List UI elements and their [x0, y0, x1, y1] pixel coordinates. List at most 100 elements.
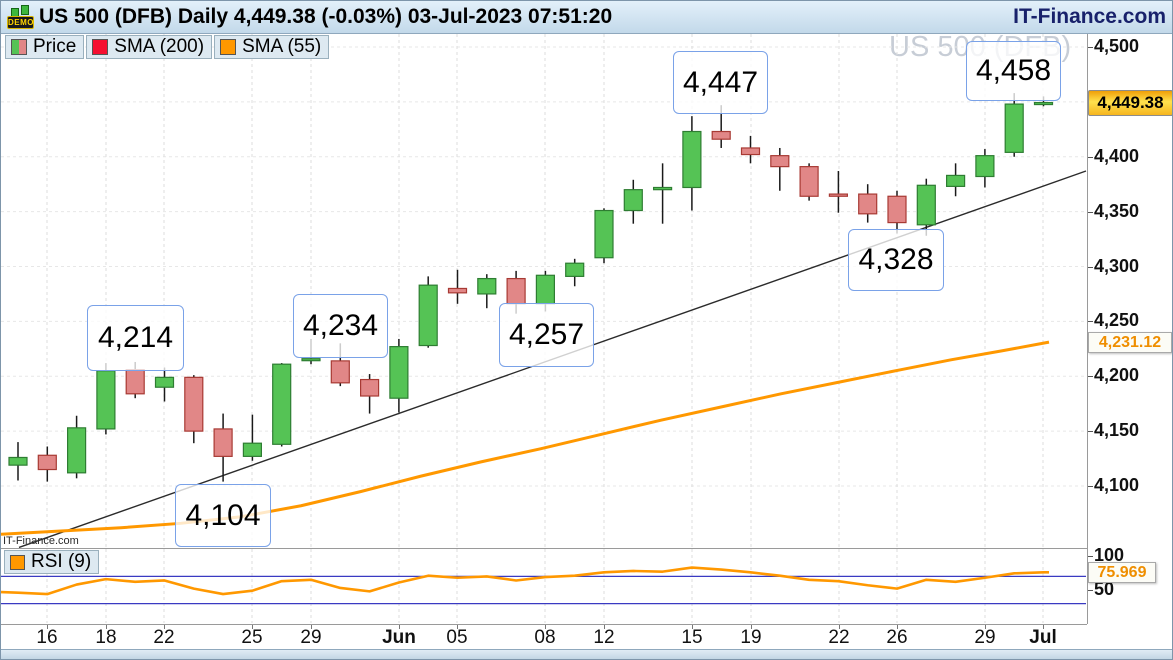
- candle-down: [360, 378, 380, 397]
- candle-down: [858, 193, 878, 215]
- price-axis-label: 4,250: [1094, 310, 1140, 331]
- candle-up: [652, 186, 673, 191]
- price-annotation[interactable]: 4,257: [499, 303, 594, 367]
- candle-up: [8, 456, 28, 466]
- candle-up: [96, 370, 116, 430]
- candle-down: [770, 155, 790, 168]
- axis-tick: [252, 624, 253, 629]
- legend-label: Price: [33, 36, 77, 57]
- axis-tick: [604, 624, 605, 629]
- price-annotation[interactable]: 4,214: [87, 305, 184, 371]
- price-annotation[interactable]: 4,458: [966, 41, 1061, 101]
- rsi-value-tag: 75.969: [1088, 562, 1156, 584]
- candle-down: [125, 369, 145, 395]
- time-axis[interactable]: 16 18 22 25 29 Jun 05 08 12 15 19 22 26 29 Jul: [1, 624, 1087, 648]
- candle-down: [447, 287, 468, 294]
- axis-top-border: [1, 624, 1087, 625]
- panel-separator[interactable]: [1, 548, 1087, 549]
- time-axis-label: 29: [300, 627, 322, 648]
- demo-account-icon: DEMO: [7, 4, 34, 30]
- axis-tick: [1043, 624, 1044, 629]
- rsi-color-chip: [10, 554, 25, 570]
- legend-item-sma55[interactable]: SMA (55): [214, 35, 330, 59]
- price-axis-label: 4,150: [1094, 420, 1140, 441]
- title-bar: DEMO US 500 (DFB) Daily 4,449.38 (-0.03%…: [1, 1, 1172, 34]
- axis-tick: [751, 624, 752, 629]
- legend-label: SMA (55): [242, 36, 322, 57]
- candle-down: [799, 166, 819, 197]
- price-annotation[interactable]: 4,328: [848, 229, 944, 291]
- price-axis-label: 4,350: [1094, 200, 1140, 221]
- rsi-legend: RSI (9): [4, 550, 100, 574]
- axis-tick: [457, 624, 458, 629]
- time-axis-label: 26: [886, 627, 908, 648]
- rsi-axis-label: 100: [1094, 545, 1125, 565]
- price-annotation[interactable]: 4,104: [175, 484, 271, 547]
- candle-up: [975, 155, 995, 178]
- axis-tick: [106, 624, 107, 629]
- axis-tick: [1087, 590, 1093, 591]
- axis-tick: [47, 624, 48, 629]
- candle-up: [945, 174, 966, 187]
- candle-up: [477, 277, 497, 295]
- candle-up: [66, 427, 87, 474]
- price-annotation[interactable]: 4,447: [673, 51, 768, 114]
- axis-tick: [1087, 431, 1093, 433]
- candle-down: [711, 130, 731, 140]
- candle-up: [272, 363, 292, 445]
- time-axis-label: 25: [241, 627, 263, 648]
- legend-item-rsi[interactable]: RSI (9): [4, 550, 100, 574]
- candle-up: [389, 346, 409, 399]
- window-bottom-strip: [1, 649, 1172, 659]
- axis-tick: [164, 624, 165, 629]
- candle-up: [565, 262, 585, 277]
- time-axis-label: 05: [446, 627, 468, 648]
- axis-tick: [1087, 556, 1093, 557]
- price-color-chip: [11, 39, 27, 55]
- time-axis-label: 18: [95, 627, 117, 648]
- corner-watermark: IT-Finance.com: [3, 535, 79, 547]
- axis-tick: [1087, 376, 1093, 378]
- candle-down: [330, 360, 350, 384]
- candle-up: [418, 284, 438, 347]
- price-chart-plot[interactable]: [1, 34, 1087, 548]
- legend-item-sma200[interactable]: SMA (200): [86, 35, 213, 59]
- rsi-plot[interactable]: [1, 549, 1087, 624]
- axis-tick: [1087, 321, 1093, 323]
- price-axis-label: 4,500: [1094, 36, 1140, 56]
- time-axis-label: 22: [828, 627, 850, 648]
- axis-tick: [545, 624, 546, 629]
- price-axis-label: 4,100: [1094, 475, 1140, 495]
- sma200-color-chip: [92, 39, 109, 55]
- candle-up: [1033, 101, 1054, 106]
- time-axis-label: Jul: [1029, 627, 1057, 648]
- candle-up: [154, 376, 175, 388]
- legend-label: SMA (200): [114, 36, 205, 57]
- brand-link[interactable]: IT-Finance.com: [1013, 5, 1166, 28]
- sma55-color-chip: [220, 39, 237, 55]
- axis-tick: [1087, 486, 1093, 487]
- candle-down: [887, 195, 907, 224]
- legend-item-price[interactable]: Price: [5, 35, 85, 59]
- candle-down: [828, 193, 849, 197]
- axis-tick: [1087, 156, 1093, 158]
- candle-up: [301, 358, 321, 362]
- current-price-tag: 4,449.38: [1088, 89, 1172, 116]
- candle-up: [594, 209, 614, 259]
- time-axis-label: 15: [681, 627, 703, 648]
- candle-down: [740, 147, 761, 156]
- axis-tick: [985, 624, 986, 629]
- price-annotation[interactable]: 4,234: [293, 294, 388, 358]
- time-axis-label: 16: [36, 627, 58, 648]
- candle-up: [242, 442, 262, 457]
- legend-label: RSI (9): [31, 551, 92, 572]
- rsi-axis-label: 50: [1094, 579, 1115, 599]
- axis-tick: [311, 624, 312, 629]
- mini-candles-icon: [10, 4, 31, 17]
- axis-tick: [897, 624, 898, 629]
- axis-tick: [1087, 211, 1093, 213]
- price-axis[interactable]: 4,500 4,400 4,350 4,300 4,250 4,200 4,150 4,100…: [1087, 34, 1172, 624]
- axis-tick: [1087, 266, 1093, 268]
- demo-badge: DEMO: [7, 16, 34, 29]
- time-axis-label: 12: [593, 627, 615, 648]
